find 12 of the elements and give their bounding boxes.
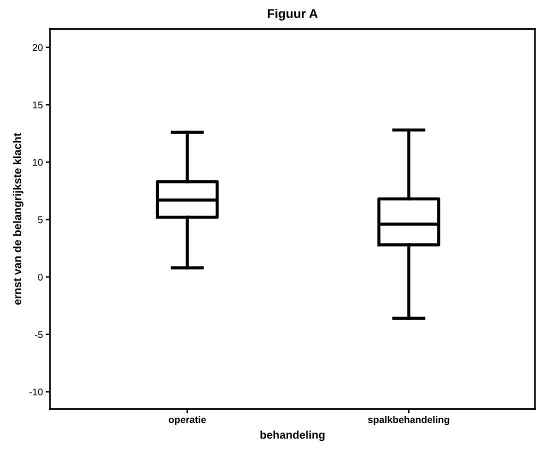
x-axis-title: behandeling — [260, 430, 324, 442]
y-tick-label: -5 — [34, 331, 43, 338]
y-tick-label: 10 — [32, 158, 43, 166]
y-tick-label: 0 — [38, 274, 43, 281]
x-tick-label: operatie — [168, 416, 206, 426]
y-tick-label: 15 — [32, 102, 43, 108]
chart-title: Figuur A — [268, 8, 318, 21]
y-axis-title: ernst van de belangrijkste klacht — [13, 132, 24, 305]
y-tick-label: -10 — [29, 388, 43, 396]
y-tick-label: 5 — [38, 216, 43, 224]
y-tick-label: 20 — [32, 44, 43, 51]
x-tick-label: spalkbehandeling — [368, 416, 450, 426]
